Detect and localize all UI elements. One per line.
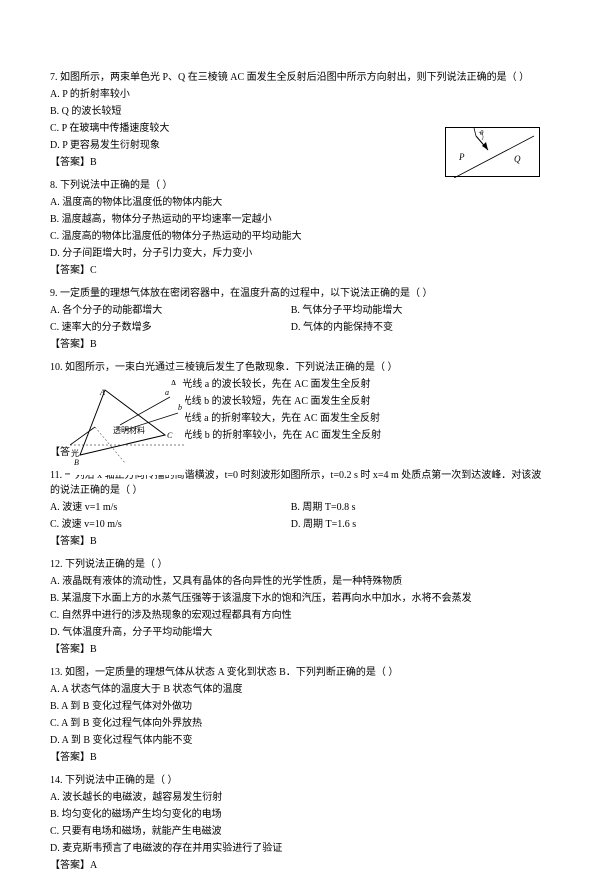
figure-prism-pq: θ P Q bbox=[445, 127, 540, 177]
svg-text:b: b bbox=[178, 403, 182, 412]
q14-answer: 【答案】A bbox=[50, 858, 545, 873]
q12-opt-c: C. 自然界中进行的涉及热现象的宏观过程都具有方向性 bbox=[50, 608, 527, 623]
q11-answer: 【答案】B bbox=[50, 534, 545, 549]
q9-opt-a: A. 各个分子的动能都增大 bbox=[50, 303, 273, 318]
q14-stem: 14. 下列说法中正确的是（ ） bbox=[50, 773, 545, 788]
q9-opt-d: D. 气体的内能保持不变 bbox=[291, 320, 514, 335]
q8-stem: 8. 下列说法中正确的是（ ） bbox=[50, 178, 545, 193]
q13-opt-c: C. A 到 B 变化过程气体向外界放热 bbox=[50, 716, 527, 731]
prism-label: 透明材料 bbox=[113, 425, 145, 435]
question-13: 13. 如图，一定质量的理想气体从状态 A 变化到状态 B．下列判断正确的是（ … bbox=[50, 665, 545, 765]
q13-answer: 【答案】B bbox=[50, 750, 545, 765]
svg-text:C: C bbox=[167, 431, 173, 440]
q11-opt-c: C. 波速 v=10 m/s bbox=[50, 517, 273, 532]
q11-opt-a: A. 波速 v=1 m/s bbox=[50, 500, 273, 515]
q10-opt-b: B. 光线 b 的波长较短，先在 AC 面发生全反射 bbox=[170, 394, 527, 409]
q9-stem: 9. 一定质量的理想气体放在密闭容器中，在温度升高的过程中，以下说法正确的是（ … bbox=[50, 286, 545, 301]
q12-stem: 12. 下列说法正确的是（ ） bbox=[50, 557, 545, 572]
q13-opt-b: B. A 到 B 变化过程气体对外做功 bbox=[50, 699, 527, 714]
q8-opt-d: D. 分子间距增大时，分子引力变大，斥力变小 bbox=[50, 246, 527, 261]
q14-opt-c: C. 只要有电场和磁场，就能产生电磁波 bbox=[50, 824, 527, 839]
q13-stem: 13. 如图，一定质量的理想气体从状态 A 变化到状态 B．下列判断正确的是（ … bbox=[50, 665, 545, 680]
q14-opt-a: A. 波长越长的电磁波，越容易发生衍射 bbox=[50, 790, 527, 805]
q13-opt-a: A. A 状态气体的温度大于 B 状态气体的温度 bbox=[50, 682, 527, 697]
question-8: 8. 下列说法中正确的是（ ） A. 温度高的物体比温度低的物体内能大 B. 温… bbox=[50, 178, 545, 278]
question-14: 14. 下列说法中正确的是（ ） A. 波长越长的电磁波，越容易发生衍射 B. … bbox=[50, 773, 545, 873]
question-9: 9. 一定质量的理想气体放在密闭容器中，在温度升高的过程中，以下说法正确的是（ … bbox=[50, 286, 545, 352]
q7-opt-a: A. P 的折射率较小 bbox=[50, 87, 527, 102]
q9-answer: 【答案】B bbox=[50, 337, 545, 352]
q8-opt-a: A. 温度高的物体比温度低的物体内能大 bbox=[50, 195, 527, 210]
q-label: Q bbox=[514, 154, 521, 164]
q7-opt-b: B. Q 的波长较短 bbox=[50, 104, 527, 119]
p-label: P bbox=[458, 152, 465, 162]
q7-stem: 7. 如图所示，两束单色光 P、Q 在三棱镜 AC 面发生全反射后沿图中所示方向… bbox=[50, 70, 545, 85]
svg-text:光: 光 bbox=[71, 448, 79, 458]
q10-opt-a: A. 光线 a 的波长较长，先在 AC 面发生全反射 bbox=[170, 377, 527, 392]
svg-text:B: B bbox=[74, 458, 79, 467]
q14-opt-b: B. 均匀变化的磁场产生均匀变化的电场 bbox=[50, 807, 527, 822]
q11-opt-d: D. 周期 T=1.6 s bbox=[291, 517, 514, 532]
q12-answer: 【答案】B bbox=[50, 642, 545, 657]
figure-prism-dispersion: A B C a b 透明材料 光 bbox=[70, 385, 185, 475]
q11-opt-b: B. 周期 T=0.8 s bbox=[291, 500, 514, 515]
q8-opt-b: B. 温度越高，物体分子热运动的平均速率一定越小 bbox=[50, 212, 527, 227]
q8-answer: 【答案】C bbox=[50, 263, 545, 278]
q13-opt-d: D. A 到 B 变化过程气体内能不变 bbox=[50, 733, 527, 748]
q9-opt-b: B. 气体分子平均动能增大 bbox=[291, 303, 514, 318]
q10-stem: 10. 如图所示，一束白光通过三棱镜后发生了色散现象．下列说法正确的是（ ） bbox=[50, 360, 545, 375]
svg-text:A: A bbox=[99, 388, 105, 397]
q10-opt-c: C. 光线 a 的折射率较大，先在 AC 面发生全反射 bbox=[170, 411, 527, 426]
q12-opt-d: D. 气体温度升高，分子平均动能增大 bbox=[50, 625, 527, 640]
q14-opt-d: D. 麦克斯韦预言了电磁波的存在并用实验进行了验证 bbox=[50, 841, 527, 856]
question-11: 11. 一列沿 x 轴正方向传播的简谐横波，t=0 时刻波形如图所示，t=0.2… bbox=[50, 468, 545, 549]
q10-opt-d: D. 光线 b 的折射率较小，先在 AC 面发生全反射 bbox=[170, 428, 527, 443]
question-12: 12. 下列说法正确的是（ ） A. 液晶既有液体的流动性，又具有晶体的各向异性… bbox=[50, 557, 545, 657]
svg-text:a: a bbox=[165, 388, 169, 397]
q9-opt-c: C. 速率大的分子数增多 bbox=[50, 320, 273, 335]
q12-opt-a: A. 液晶既有液体的流动性，又具有晶体的各向异性的光学性质，是一种特殊物质 bbox=[50, 574, 527, 589]
q8-opt-c: C. 温度高的物体比温度低的物体分子热运动的平均动能大 bbox=[50, 229, 527, 244]
q12-opt-b: B. 某温度下水面上方的水蒸气压强等于该温度下水的饱和汽压，若再向水中加水，水将… bbox=[50, 591, 527, 606]
theta-label: θ bbox=[480, 129, 484, 137]
